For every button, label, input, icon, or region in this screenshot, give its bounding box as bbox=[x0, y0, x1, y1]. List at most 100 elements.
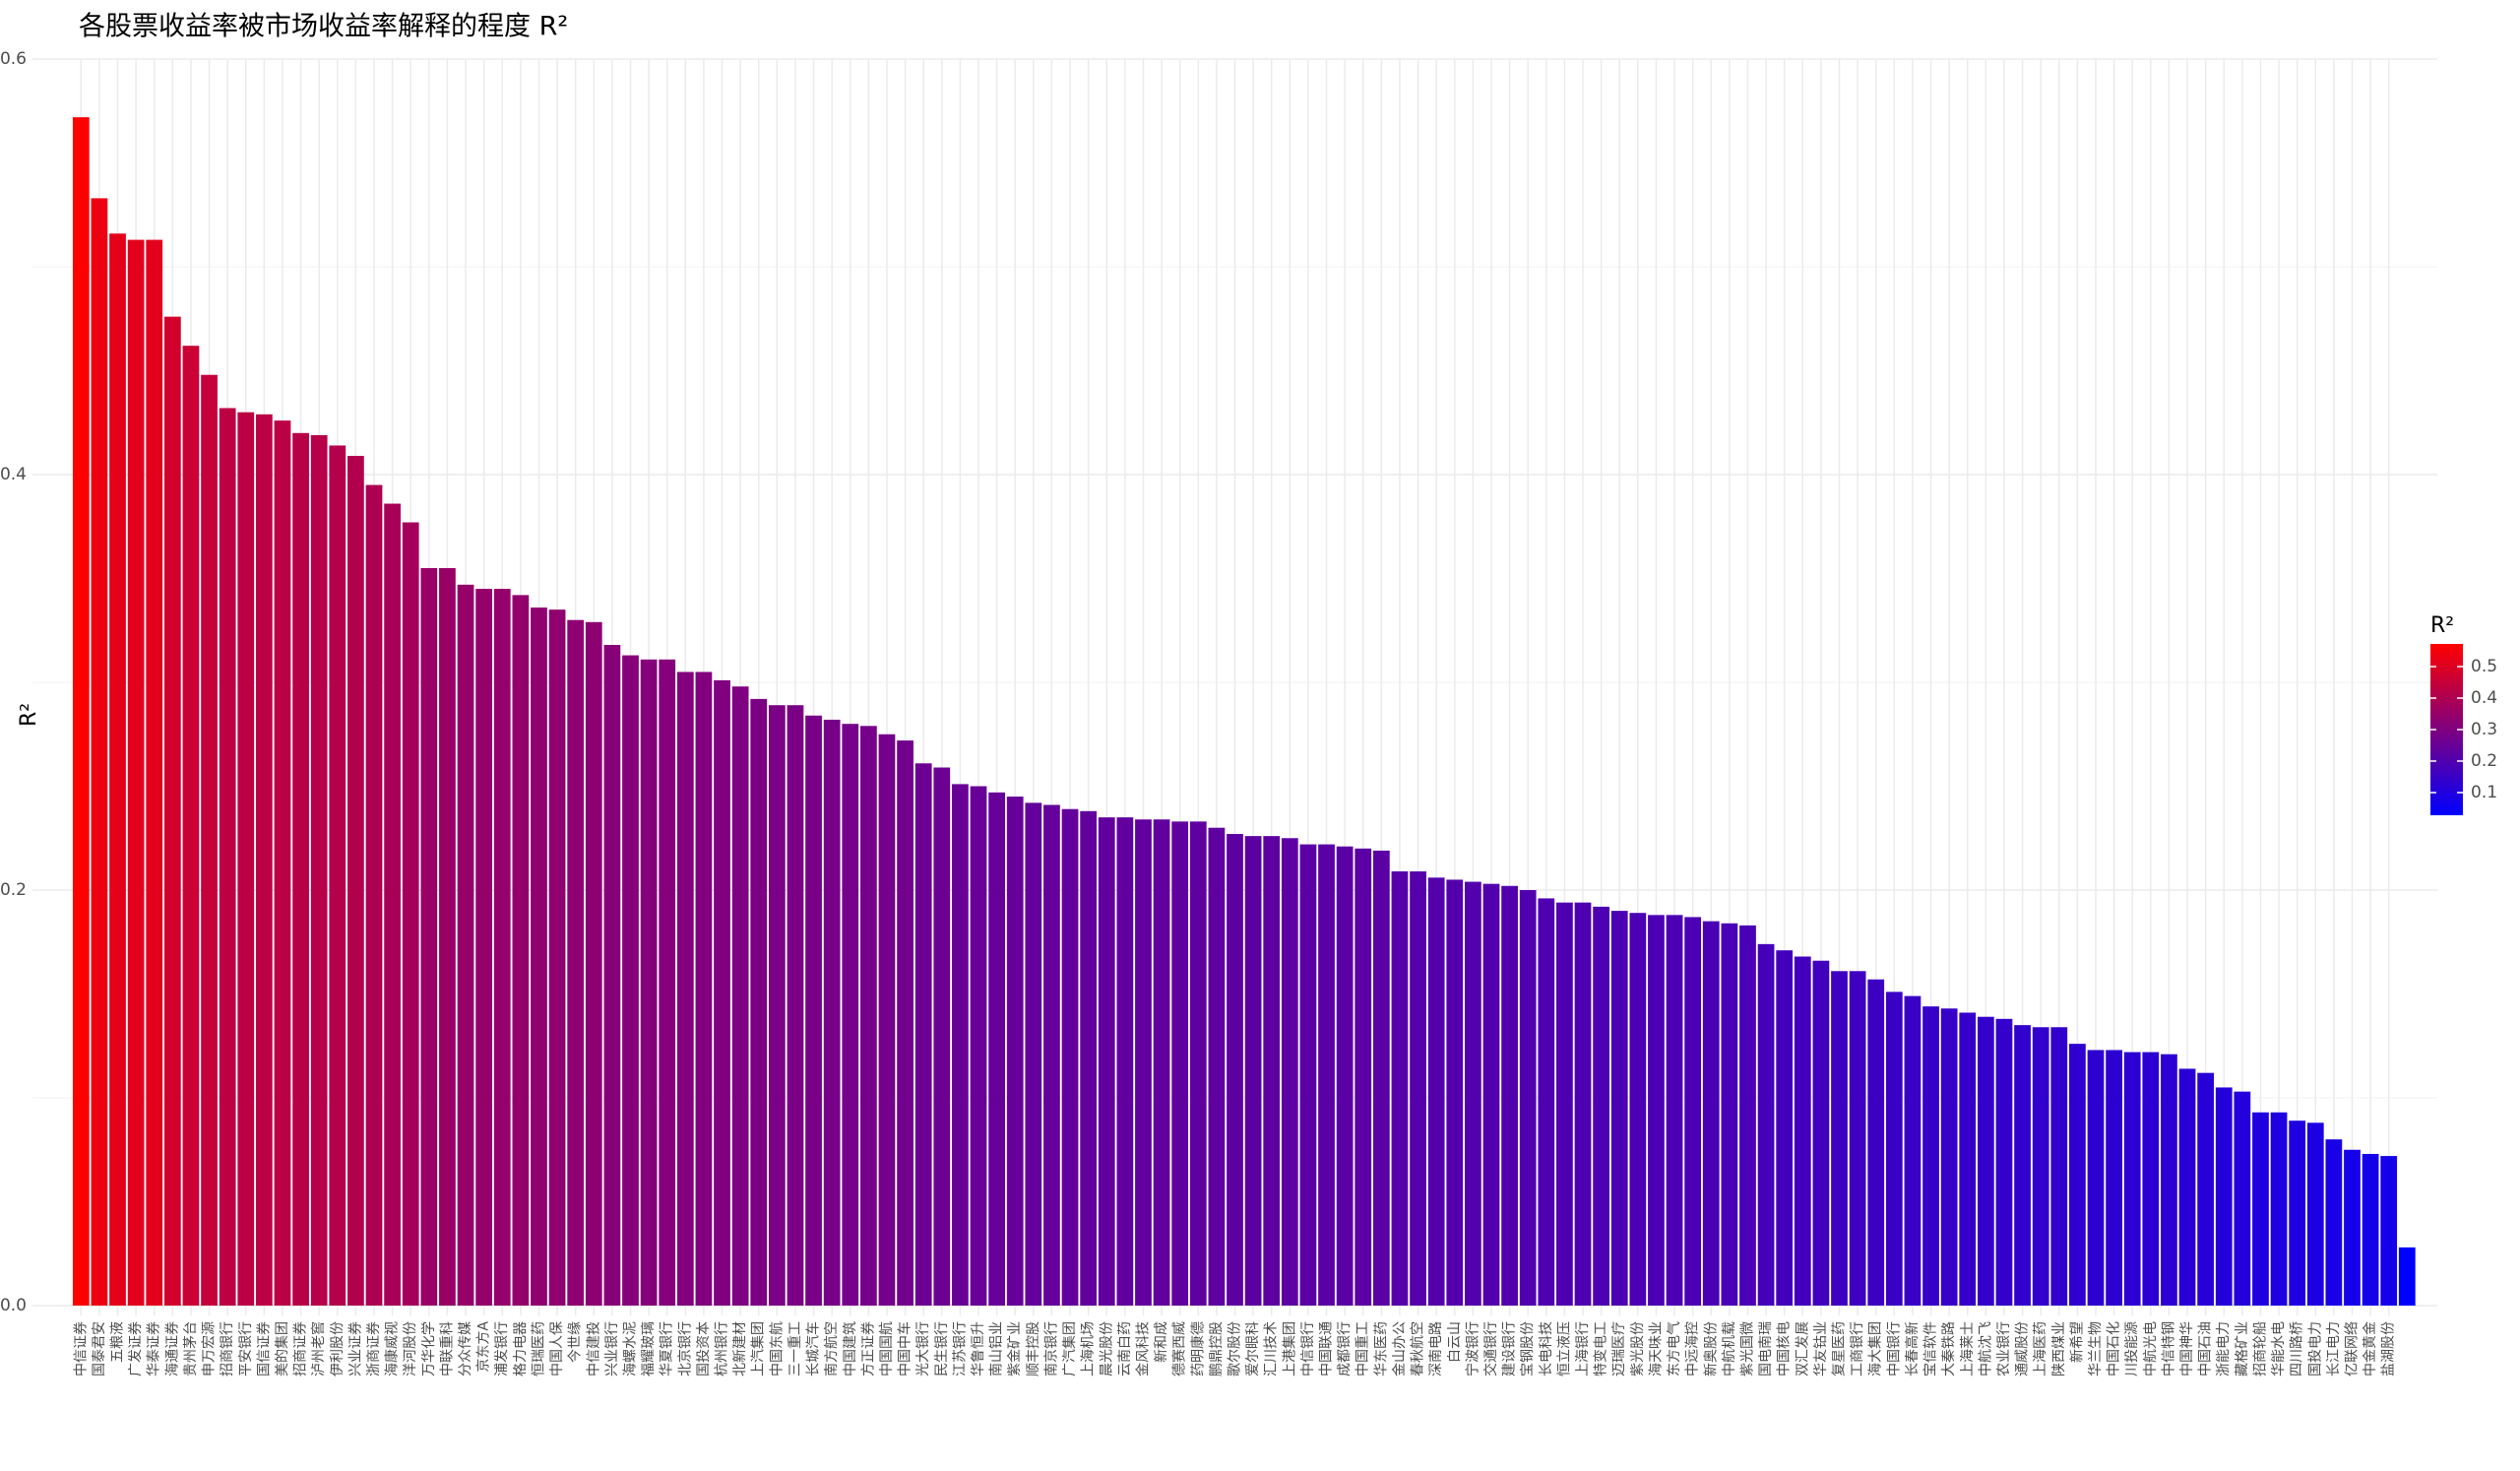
bar bbox=[1574, 902, 1592, 1306]
bar bbox=[1721, 923, 1738, 1306]
x-tick-label: 通威股份 bbox=[2015, 1321, 2031, 1376]
x-tick-label: 中金黄金 bbox=[2362, 1321, 2378, 1376]
bar bbox=[1263, 836, 1281, 1306]
chart-title: 各股票收益率被市场收益率解释的程度 R² bbox=[79, 12, 568, 42]
bar bbox=[1006, 797, 1024, 1306]
x-tick-label: 长电科技 bbox=[1539, 1321, 1554, 1376]
x-tick-label: 中国东航 bbox=[769, 1321, 785, 1376]
x-tick-label: 新和成 bbox=[1154, 1321, 1169, 1363]
x-tick-label: 复星医药 bbox=[1831, 1321, 1848, 1376]
x-tick-label: 五粮液 bbox=[110, 1321, 126, 1363]
x-tick-label: 中国神华 bbox=[2179, 1321, 2195, 1376]
bar bbox=[1849, 971, 1866, 1306]
x-tick-label: 中远海控 bbox=[1685, 1321, 1701, 1376]
bar bbox=[988, 792, 1005, 1306]
bar bbox=[420, 567, 438, 1306]
x-tick-label: 深南电路 bbox=[1428, 1321, 1444, 1376]
bar bbox=[676, 672, 694, 1306]
x-tick-label: 鹏鼎控股 bbox=[1209, 1321, 1225, 1376]
x-tick-label: 紫光国微 bbox=[1739, 1321, 1755, 1376]
x-tick-label: 恒瑞医药 bbox=[531, 1321, 546, 1376]
x-tick-label: 中航机载 bbox=[1722, 1321, 1737, 1376]
bar bbox=[768, 705, 786, 1306]
x-tick-label: 上海莱士 bbox=[1960, 1321, 1976, 1376]
x-tick-label: 广汽集团 bbox=[1061, 1321, 1078, 1376]
legend-tick-label: 0.5 bbox=[2471, 657, 2497, 676]
bar bbox=[933, 767, 951, 1306]
bar bbox=[512, 595, 530, 1306]
x-tick-label: 国投电力 bbox=[2307, 1321, 2323, 1376]
bar bbox=[1135, 819, 1152, 1306]
legend-tick-label: 0.2 bbox=[2471, 751, 2497, 771]
bar bbox=[1427, 877, 1445, 1306]
bar bbox=[640, 659, 658, 1306]
x-tick-label: 上海机场 bbox=[1081, 1321, 1097, 1376]
x-tick-label: 兴业证券 bbox=[347, 1321, 363, 1376]
x-tick-label: 海康威视 bbox=[384, 1321, 401, 1376]
bar bbox=[329, 445, 346, 1307]
bar bbox=[2380, 1156, 2398, 1306]
bar bbox=[1061, 808, 1079, 1306]
x-tick-label: 爱尔眼科 bbox=[1245, 1321, 1261, 1376]
x-tick-label: 宝信软件 bbox=[1923, 1321, 1939, 1376]
x-tick-label: 今世缘 bbox=[568, 1321, 584, 1363]
legend-tick-label: 0.1 bbox=[2471, 783, 2497, 802]
bar bbox=[2106, 1050, 2122, 1306]
x-tick-label: 华鲁恒升 bbox=[971, 1321, 986, 1376]
x-tick-label: 兴业银行 bbox=[604, 1321, 620, 1376]
bar bbox=[1739, 925, 1756, 1306]
bar bbox=[1354, 848, 1372, 1306]
bar bbox=[2252, 1112, 2269, 1306]
bar bbox=[1244, 836, 1262, 1306]
bar bbox=[91, 198, 108, 1306]
x-tick-label: 东方电气 bbox=[1667, 1321, 1682, 1376]
bar bbox=[970, 786, 987, 1306]
bar bbox=[1299, 844, 1317, 1306]
bar bbox=[2161, 1054, 2177, 1306]
bar bbox=[457, 584, 474, 1306]
x-tick-label: 中国银行 bbox=[1886, 1321, 1902, 1376]
bar bbox=[365, 484, 383, 1306]
x-tick-label: 紫光股份 bbox=[1630, 1321, 1646, 1376]
bar bbox=[1410, 871, 1426, 1306]
legend-tick-label: 0.3 bbox=[2471, 720, 2497, 739]
bar bbox=[1501, 885, 1518, 1306]
bar bbox=[1519, 890, 1537, 1306]
x-tick-label: 中航沈飞 bbox=[1978, 1321, 1993, 1376]
x-tick-label: 招商银行 bbox=[220, 1321, 235, 1376]
x-tick-label: 京东方A bbox=[476, 1321, 492, 1373]
x-tick-label: 华东医药 bbox=[1373, 1321, 1389, 1376]
bar bbox=[72, 117, 90, 1307]
x-tick-label: 中国人保 bbox=[549, 1321, 565, 1376]
bar bbox=[1666, 915, 1683, 1306]
x-tick-label: 建设银行 bbox=[1502, 1321, 1518, 1376]
y-tick-label: 0.0 bbox=[0, 1296, 27, 1315]
bar bbox=[1831, 971, 1848, 1306]
x-tick-label: 紫金矿业 bbox=[1007, 1321, 1023, 1376]
x-tick-label: 广发证券 bbox=[128, 1321, 144, 1376]
x-tick-label: 陕西煤业 bbox=[2051, 1321, 2067, 1376]
bar bbox=[695, 672, 713, 1306]
x-tick-label: 工商银行 bbox=[1850, 1321, 1865, 1376]
x-tick-label: 长城汽车 bbox=[805, 1321, 822, 1376]
x-tick-label: 汇川技术 bbox=[1264, 1321, 1280, 1376]
bar bbox=[1336, 846, 1354, 1306]
x-tick-label: 江苏银行 bbox=[952, 1321, 968, 1376]
x-tick-label: 伊利股份 bbox=[330, 1321, 346, 1376]
x-tick-label: 中国国航 bbox=[879, 1321, 895, 1376]
bar bbox=[2362, 1153, 2379, 1306]
bar bbox=[2142, 1052, 2160, 1306]
bar bbox=[2087, 1050, 2105, 1306]
bar bbox=[1043, 804, 1060, 1306]
y-tick-label: 0.2 bbox=[0, 880, 27, 900]
x-tick-label: 贵州茅台 bbox=[183, 1321, 199, 1376]
bar bbox=[2344, 1149, 2361, 1306]
bar bbox=[475, 589, 493, 1306]
bar bbox=[310, 434, 328, 1306]
x-tick-label: 格力电器 bbox=[513, 1321, 529, 1376]
bar bbox=[2306, 1122, 2324, 1306]
bar bbox=[2014, 1025, 2031, 1306]
x-tick-label: 三一重工 bbox=[788, 1321, 803, 1376]
bar bbox=[384, 503, 401, 1306]
x-tick-label: 北新建材 bbox=[732, 1321, 748, 1376]
